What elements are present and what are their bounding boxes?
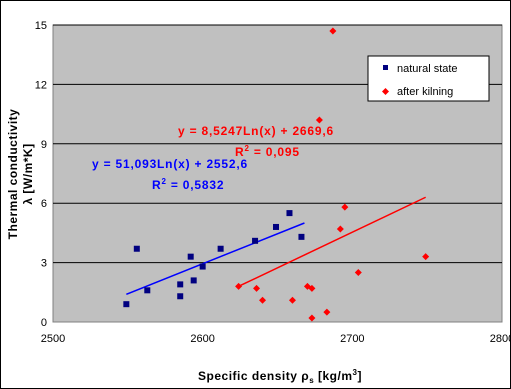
x-tick-label: 2500 [41,333,65,345]
equation-after-kilning: y = 8,5247Ln(x) + 2669,6 [178,124,334,138]
data-point-natural-state [177,281,184,288]
y-axis-title: Thermal conductivity λ [W/m*K] [6,109,35,240]
data-point-after-kilning [323,308,331,316]
y-axis-title-line1: Thermal conductivity [6,109,20,240]
trendlines [126,196,426,295]
data-point-after-kilning [336,225,344,233]
data-point-after-kilning [253,284,261,292]
data-points [123,27,430,322]
data-point-natural-state [133,245,140,252]
equation-natural-state: y = 51,093Ln(x) + 2552,6 [92,157,248,171]
legend: natural state after kilning [367,55,490,102]
data-point-after-kilning [308,284,316,292]
data-point-natural-state [217,245,224,252]
trendline-after-kilning [238,196,426,288]
data-point-natural-state [286,210,293,217]
data-point-after-kilning [315,116,323,124]
data-point-after-kilning [308,314,316,322]
y-tick-label: 9 [41,139,47,151]
y-axis-title-line2: λ [W/m*K] [21,143,35,204]
x-tick-label: 2700 [340,333,364,345]
legend-label-natural-state: natural state [397,63,458,75]
x-axis-title: Specific density ρs [kg/m3] [198,368,362,385]
y-tick-label: 12 [35,79,47,91]
data-point-after-kilning [422,253,430,261]
r2-after-kilning: R2 = 0,095 [235,144,300,159]
legend-marker-natural-state [383,65,388,70]
data-point-natural-state [199,263,206,270]
y-tick-label: 15 [35,20,47,32]
data-point-natural-state [252,237,259,244]
r2-natural-state: R2 = 0,5832 [152,177,224,192]
data-point-natural-state [177,293,184,300]
legend-box [367,55,490,102]
legend-marker-after-kilning [382,88,389,95]
x-tick-label: 2600 [190,333,214,345]
y-tick-label: 3 [41,258,47,270]
data-point-natural-state [144,287,151,294]
trendline-natural-state [126,222,305,295]
data-point-natural-state [123,301,130,308]
data-point-natural-state [298,233,305,240]
legend-label-after-kilning: after kilning [397,86,453,98]
data-point-natural-state [190,277,197,284]
y-axis-ticks: 0 3 6 9 12 15 [35,20,47,329]
data-point-after-kilning [235,282,243,290]
y-tick-label: 6 [41,198,47,210]
y-tick-label: 0 [41,317,47,329]
data-point-after-kilning [329,27,337,35]
data-point-natural-state [273,223,280,230]
data-point-after-kilning [259,296,267,304]
data-point-natural-state [187,253,194,260]
data-point-after-kilning [341,203,349,211]
data-point-after-kilning [354,269,362,276]
data-point-after-kilning [288,296,296,304]
